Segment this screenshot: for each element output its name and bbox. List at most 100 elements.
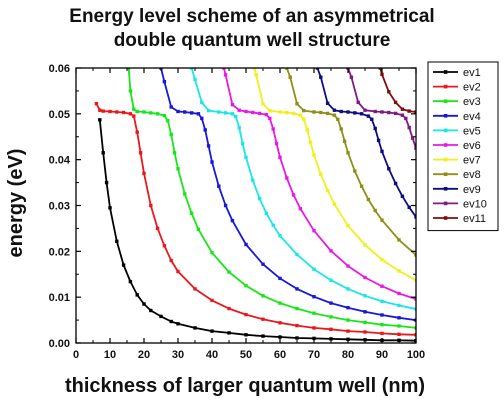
data-point-ev3-17 [244,284,248,288]
data-point-ev1-23 [363,338,367,342]
data-point-ev2-16 [193,287,197,291]
data-point-ev3-8 [166,119,170,123]
data-point-ev6-17 [346,264,350,268]
x-tick-label: 40 [206,349,218,361]
data-point-ev8-0 [285,68,289,70]
data-point-ev2-5 [121,110,126,115]
data-point-ev3-11 [176,167,180,171]
series-ev6 [222,68,416,301]
data-point-ev9-8 [366,114,371,118]
data-point-ev6-21 [414,297,416,301]
series-line-ev2 [95,103,416,336]
data-point-ev8-11 [346,151,350,155]
data-point-ev7-17 [380,257,384,262]
legend-label-ev7: ev7 [463,155,481,167]
data-point-ev4-18 [312,295,316,299]
data-point-ev7-14 [332,202,337,206]
legend-marker-ev7 [443,157,448,162]
data-point-ev9-14 [393,181,398,186]
data-point-ev3-18 [261,294,265,298]
data-point-ev11-3 [393,100,398,105]
data-point-ev3-3 [135,109,139,114]
data-point-ev2-1 [98,108,102,112]
data-point-ev8-17 [397,238,401,242]
data-point-ev7-6 [291,111,296,116]
y-tick-label: 0.06 [49,63,70,75]
x-tick-label: 80 [342,349,354,361]
data-point-ev4-2 [169,105,173,109]
data-point-ev9-9 [370,117,374,121]
data-point-ev2-17 [210,298,214,303]
data-point-ev10-7 [393,111,398,116]
data-point-ev5-5 [223,111,228,115]
series-ev2 [94,102,416,337]
data-point-ev7-10 [308,141,313,145]
data-point-ev6-16 [329,249,333,253]
data-point-ev1-13 [193,326,197,330]
data-point-ev5-18 [329,278,333,282]
legend-label-ev2: ev2 [463,82,481,94]
data-point-ev4-19 [329,301,333,305]
data-point-ev5-2 [200,100,204,105]
data-point-ev6-5 [251,110,255,115]
data-point-ev2-24 [329,327,333,331]
data-point-ev8-5 [319,110,323,115]
series-line-ev10 [347,68,416,149]
data-point-ev2-23 [312,326,316,330]
series-line-ev5 [190,68,416,310]
series-ev11 [378,68,416,114]
data-point-ev4-14 [244,242,248,247]
data-point-ev9-2 [325,101,330,105]
series-ev4 [159,68,416,322]
series-line-ev6 [223,68,416,300]
data-point-ev1-16 [244,333,248,337]
y-tick-label: 0.02 [49,246,70,258]
series-line-ev4 [160,68,416,321]
legend-label-ev9: ev9 [463,184,481,196]
series-line-ev11 [379,68,416,113]
data-point-ev3-15 [210,251,214,255]
legend-marker-ev5 [443,128,448,133]
data-point-ev2-20 [261,317,265,321]
data-point-ev2-21 [278,321,282,325]
data-point-ev2-19 [244,312,248,317]
legend-marker-ev2 [443,84,448,89]
data-point-ev6-14 [298,207,303,211]
series-ev10 [346,68,416,150]
data-point-ev6-1 [223,73,228,77]
data-point-ev5-11 [251,178,255,182]
data-point-ev7-8 [302,117,306,121]
x-tick-label: 10 [104,349,116,361]
data-point-ev9-11 [376,138,381,143]
data-point-ev2-25 [346,329,350,333]
data-point-ev5-14 [271,223,275,227]
data-point-ev2-8 [135,130,139,134]
series-line-ev1 [98,119,416,342]
data-point-ev3-26 [397,324,401,328]
data-point-ev1-17 [261,334,265,338]
data-point-ev2-28 [397,332,401,336]
data-point-ev3-23 [346,318,350,322]
data-point-ev6-20 [397,291,401,296]
data-point-ev5-1 [193,77,197,82]
chart-title-line-2: double quantum well structure [114,30,391,51]
data-point-ev2-11 [149,203,153,208]
legend-item-ev5: ev5 [433,125,481,137]
data-point-ev4-16 [278,276,282,281]
legend-label-ev4: ev4 [463,111,481,123]
legend-label-ev6: ev6 [463,140,481,152]
data-point-ev7-1 [254,73,258,77]
data-point-ev9-7 [359,112,364,116]
data-point-ev1-2 [104,180,109,185]
data-point-ev2-9 [138,151,143,155]
data-point-ev3-16 [227,270,231,274]
data-point-ev7-0 [252,68,257,70]
data-point-ev4-5 [189,111,194,115]
data-point-ev5-9 [240,141,245,146]
data-point-ev7-19 [414,278,416,282]
data-point-ev7-15 [346,224,350,228]
data-point-ev5-20 [363,294,367,298]
data-point-ev7-3 [268,108,272,113]
data-point-ev3-25 [380,323,384,327]
legend-item-ev11: ev11 [433,213,486,225]
